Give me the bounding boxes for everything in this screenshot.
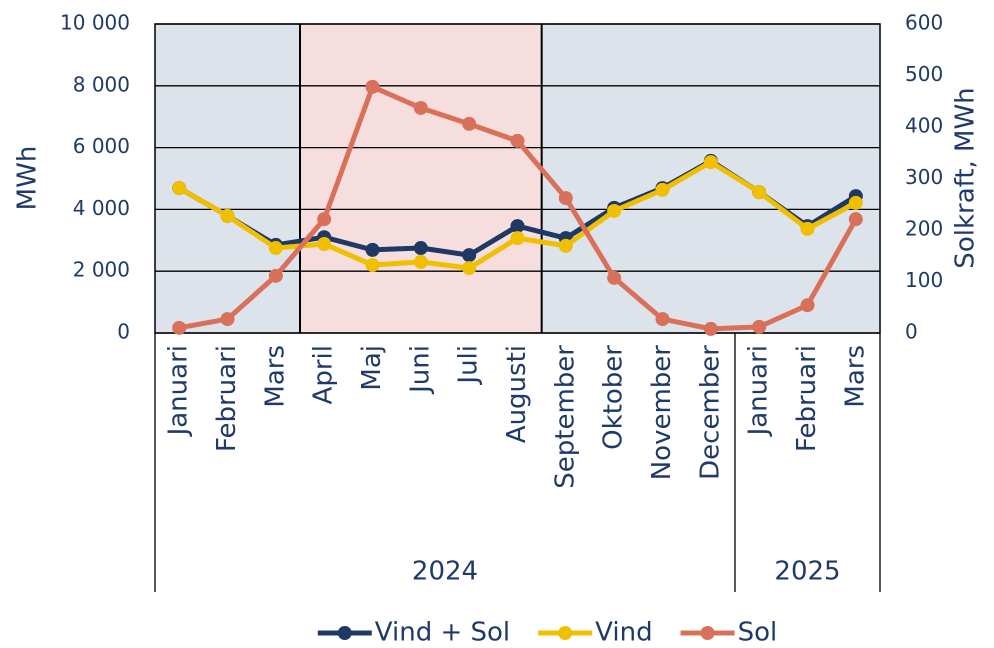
data-point bbox=[365, 242, 380, 257]
data-point bbox=[317, 212, 332, 227]
data-point bbox=[655, 182, 670, 197]
data-point bbox=[413, 100, 428, 115]
y2-tick-label: 200 bbox=[905, 217, 943, 241]
data-point bbox=[752, 319, 767, 334]
group-label: 2025 bbox=[774, 557, 840, 587]
legend-item: Sol bbox=[680, 618, 778, 648]
x-tick-label: November bbox=[647, 345, 677, 481]
y2-tick-label: 100 bbox=[905, 268, 943, 292]
y-tick-label: 2 000 bbox=[73, 258, 130, 282]
legend-marker bbox=[558, 626, 573, 640]
legend-item: Vind bbox=[538, 618, 653, 648]
y-tick-label: 10 000 bbox=[60, 11, 130, 35]
data-point bbox=[510, 133, 525, 148]
y2-tick-label: 0 bbox=[905, 320, 918, 344]
data-point bbox=[268, 241, 283, 256]
data-point bbox=[848, 195, 863, 210]
data-point bbox=[510, 219, 525, 234]
x-tick-label: Januari bbox=[744, 345, 774, 437]
y2-tick-label: 400 bbox=[905, 114, 943, 138]
season-band bbox=[300, 24, 542, 333]
legend-label: Vind + Sol bbox=[375, 618, 510, 648]
y-tick-label: 4 000 bbox=[73, 196, 130, 220]
x-tick-label: Mars bbox=[840, 345, 870, 408]
data-point bbox=[655, 312, 670, 327]
data-point bbox=[462, 261, 477, 276]
data-point bbox=[220, 312, 235, 327]
y2-tick-label: 500 bbox=[905, 62, 943, 86]
data-point bbox=[462, 248, 477, 263]
x-tick-label: Februari bbox=[212, 345, 242, 452]
legend-label: Vind bbox=[595, 618, 652, 648]
legend-item: Vind + Sol bbox=[317, 618, 510, 648]
data-point bbox=[413, 254, 428, 269]
x-tick-label: September bbox=[550, 345, 580, 489]
x-tick-label: December bbox=[695, 345, 725, 480]
data-point bbox=[800, 298, 815, 313]
y2-tick-label: 300 bbox=[905, 165, 943, 189]
data-point bbox=[220, 208, 235, 223]
legend-label: Sol bbox=[738, 618, 778, 648]
data-point bbox=[607, 270, 622, 285]
legend-marker bbox=[337, 626, 352, 640]
data-point bbox=[365, 79, 380, 94]
data-point bbox=[317, 237, 332, 252]
x-tick-label: Maj bbox=[357, 345, 387, 391]
data-point bbox=[800, 221, 815, 236]
data-point bbox=[703, 321, 718, 336]
data-point bbox=[462, 116, 477, 131]
x-tick-label: Juli bbox=[454, 345, 484, 386]
legend-marker bbox=[700, 626, 715, 640]
plot-border bbox=[154, 23, 881, 334]
y2-axis-label: Solkraft, MWh bbox=[951, 87, 981, 268]
data-point bbox=[848, 212, 863, 227]
season-band bbox=[155, 24, 300, 333]
data-point bbox=[268, 268, 283, 283]
data-point bbox=[365, 258, 380, 273]
x-tick-label: Oktober bbox=[599, 345, 629, 450]
data-point bbox=[607, 203, 622, 218]
x-tick-label: Juni bbox=[405, 345, 435, 395]
x-tick-label: Augusti bbox=[502, 345, 532, 443]
data-point bbox=[413, 241, 428, 256]
data-point bbox=[510, 231, 525, 246]
x-tick-label: Januari bbox=[164, 345, 194, 437]
y-axis-label: MWh bbox=[13, 146, 43, 211]
x-tick-label: Februari bbox=[792, 345, 822, 452]
y-tick-label: 6 000 bbox=[73, 134, 130, 158]
group-label: 2024 bbox=[412, 557, 478, 587]
y-tick-label: 8 000 bbox=[73, 72, 130, 96]
data-point bbox=[558, 238, 573, 253]
x-tick-label: April bbox=[309, 345, 339, 404]
data-point bbox=[172, 320, 187, 335]
data-point bbox=[752, 185, 767, 200]
y-tick-label: 0 bbox=[117, 320, 130, 344]
y2-tick-label: 600 bbox=[905, 11, 943, 35]
x-tick-label: Mars bbox=[260, 345, 290, 408]
data-point bbox=[172, 181, 187, 196]
data-point bbox=[558, 191, 573, 206]
season-band bbox=[541, 24, 880, 333]
data-point bbox=[703, 155, 718, 170]
